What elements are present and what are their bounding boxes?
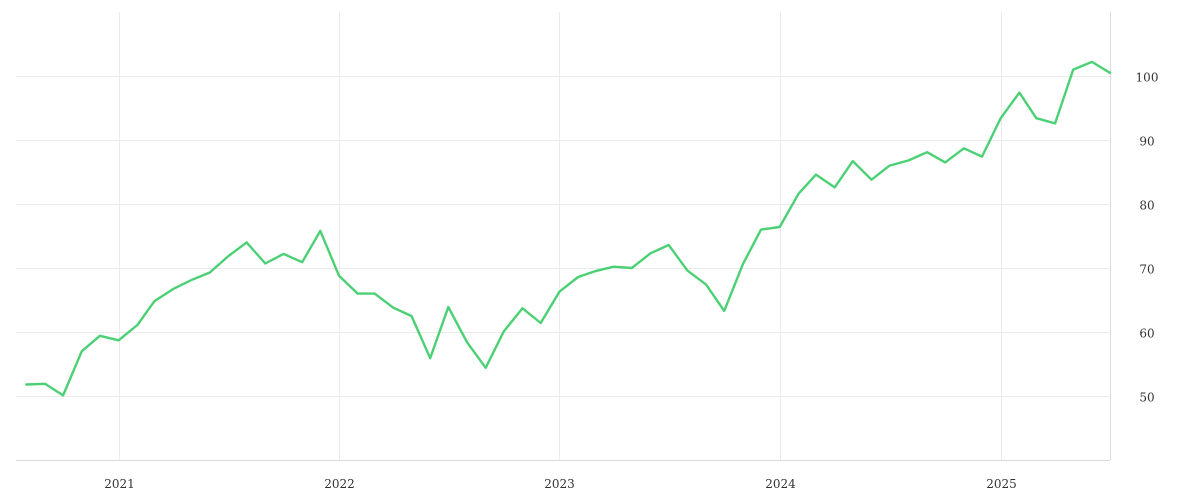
- data-point[interactable]: [317, 228, 323, 234]
- data-point[interactable]: [262, 261, 268, 267]
- x-axis-tick-labels: 2021 2022 2023 2024 2025: [104, 477, 1017, 491]
- data-point[interactable]: [336, 273, 342, 279]
- data-point[interactable]: [42, 381, 48, 387]
- data-point[interactable]: [60, 392, 66, 398]
- data-point[interactable]: [390, 305, 396, 311]
- data-point[interactable]: [1089, 59, 1095, 65]
- horizontal-gridlines: [16, 76, 1110, 397]
- data-point[interactable]: [942, 159, 948, 165]
- data-point[interactable]: [758, 227, 764, 233]
- data-point[interactable]: [556, 289, 562, 295]
- data-point[interactable]: [648, 250, 654, 256]
- data-point[interactable]: [740, 261, 746, 267]
- data-point[interactable]: [483, 365, 489, 371]
- data-point[interactable]: [1070, 67, 1076, 73]
- data-point[interactable]: [924, 149, 930, 155]
- data-point[interactable]: [501, 328, 507, 334]
- data-point[interactable]: [629, 265, 635, 271]
- data-point[interactable]: [281, 251, 287, 257]
- x-tick-label: 2023: [544, 477, 575, 491]
- data-point[interactable]: [1016, 90, 1022, 96]
- x-tick-label: 2022: [324, 477, 355, 491]
- data-point[interactable]: [611, 264, 617, 270]
- data-point[interactable]: [1033, 115, 1039, 121]
- data-point[interactable]: [721, 308, 727, 314]
- data-point[interactable]: [850, 158, 856, 164]
- data-point[interactable]: [777, 224, 783, 230]
- data-point[interactable]: [97, 333, 103, 339]
- data-point[interactable]: [592, 268, 598, 274]
- data-point[interactable]: [1052, 120, 1058, 126]
- data-point[interactable]: [244, 239, 250, 245]
- data-point[interactable]: [79, 348, 85, 354]
- data-point[interactable]: [225, 254, 231, 260]
- data-point[interactable]: [409, 313, 415, 319]
- y-tick-label: 90: [1139, 135, 1154, 149]
- x-tick-label: 2024: [765, 477, 796, 491]
- data-point[interactable]: [188, 277, 194, 283]
- data-point[interactable]: [23, 382, 29, 388]
- data-point[interactable]: [445, 304, 451, 310]
- series-layer: [23, 59, 1113, 398]
- data-point[interactable]: [887, 163, 893, 169]
- x-tick-label: 2025: [986, 477, 1017, 491]
- data-point[interactable]: [372, 291, 378, 297]
- data-point[interactable]: [869, 177, 875, 183]
- y-axis-tick-labels: 50 60 70 80 90 100: [1136, 71, 1159, 405]
- data-point[interactable]: [998, 115, 1004, 121]
- data-point[interactable]: [796, 191, 802, 197]
- data-point[interactable]: [832, 184, 838, 190]
- data-point[interactable]: [207, 270, 213, 276]
- data-point[interactable]: [1107, 70, 1113, 76]
- y-tick-label: 50: [1139, 391, 1154, 405]
- data-point[interactable]: [170, 286, 176, 292]
- y-tick-label: 60: [1139, 327, 1154, 341]
- data-point[interactable]: [464, 339, 470, 345]
- data-point[interactable]: [961, 145, 967, 151]
- y-tick-label: 80: [1139, 199, 1154, 213]
- data-point[interactable]: [703, 282, 709, 288]
- y-tick-label: 100: [1136, 71, 1159, 85]
- series-line: [25, 60, 1112, 397]
- data-point[interactable]: [151, 298, 157, 304]
- data-point[interactable]: [355, 291, 361, 297]
- data-point[interactable]: [427, 355, 433, 361]
- data-point[interactable]: [134, 322, 140, 328]
- vertical-gridlines: [119, 12, 1002, 460]
- data-point[interactable]: [116, 337, 122, 343]
- data-point[interactable]: [684, 268, 690, 274]
- x-tick-label: 2021: [104, 477, 135, 491]
- data-point[interactable]: [299, 259, 305, 265]
- data-point[interactable]: [979, 154, 985, 160]
- y-tick-label: 70: [1139, 263, 1154, 277]
- data-point[interactable]: [813, 172, 819, 178]
- data-point[interactable]: [538, 320, 544, 326]
- data-point[interactable]: [666, 242, 672, 248]
- data-point[interactable]: [575, 274, 581, 280]
- data-point[interactable]: [520, 305, 526, 311]
- data-point[interactable]: [905, 158, 911, 164]
